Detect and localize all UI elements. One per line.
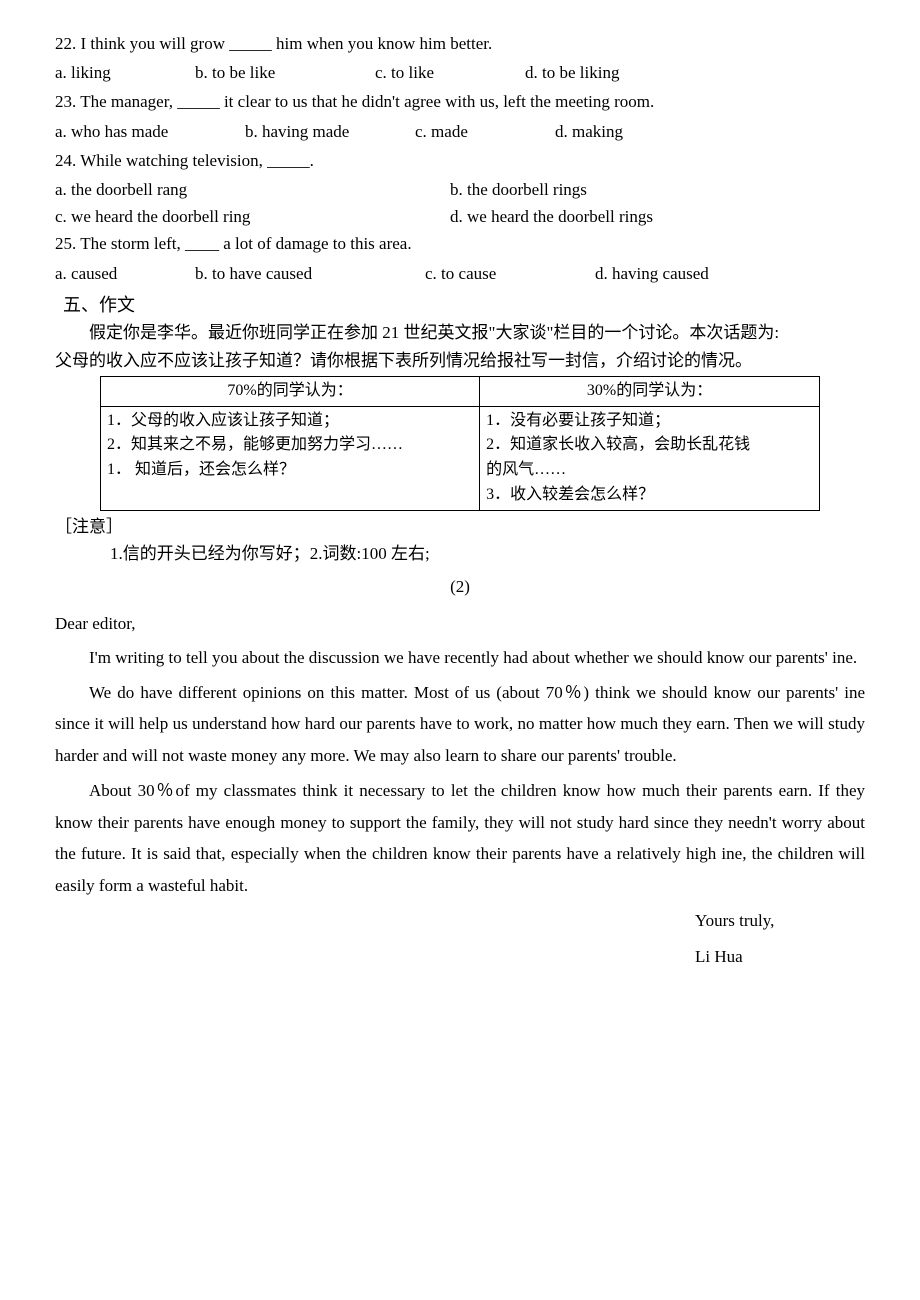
q25-opt-d: d. having caused (595, 260, 709, 287)
q22-stem: 22. I think you will grow _____ him when… (55, 30, 865, 57)
q22-options: a. liking b. to be like c. to like d. to… (55, 59, 865, 86)
q23-options: a. who has made b. having made c. made d… (55, 118, 865, 145)
table-left-row-3: 1． 知道后，还会怎么样？ (107, 458, 473, 483)
q25-opt-a: a. caused (55, 260, 195, 287)
table-right-row-2: 2．知道家长收入较高，会助长乱花钱 (486, 433, 813, 458)
q25-options: a. caused b. to have caused c. to cause … (55, 260, 865, 287)
table-right-row-3: 的风气…… (486, 458, 813, 483)
q24-opt-b: b. the doorbell rings (450, 176, 865, 203)
table-left-row-1: 1．父母的收入应该让孩子知道； (107, 409, 473, 434)
letter-p1: I'm writing to tell you about the discus… (55, 642, 865, 673)
q22-opt-d: d. to be liking (525, 59, 619, 86)
q23-opt-a: a. who has made (55, 118, 245, 145)
q23-opt-c: c. made (415, 118, 555, 145)
q24-stem: 24. While watching television, _____. (55, 147, 865, 174)
section-5-title: 五、作文 (63, 291, 865, 320)
q25-stem: 25. The storm left, ____ a lot of damage… (55, 230, 865, 257)
table-left-row-2: 2．知其来之不易，能够更加努力学习…… (107, 433, 473, 458)
table-right-row-4: 3．收入较差会怎么样？ (486, 483, 813, 508)
q24-options-ab: a. the doorbell rang b. the doorbell rin… (55, 176, 865, 203)
letter-closing: Yours truly, (695, 905, 865, 936)
table-head-right: 30%的同学认为： (480, 376, 820, 406)
q22-opt-b: b. to be like (195, 59, 375, 86)
q23-opt-b: b. having made (245, 118, 415, 145)
q25-opt-b: b. to have caused (195, 260, 425, 287)
letter-body: Dear editor, I'm writing to tell you abo… (55, 610, 865, 972)
q24-opt-a: a. the doorbell rang (55, 176, 450, 203)
table-body-left: 1．父母的收入应该让孩子知道； 2．知其来之不易，能够更加努力学习…… 1． 知… (101, 406, 480, 510)
letter-signature: Li Hua (695, 941, 865, 972)
note-text: 1.信的开头已经为你写好；2.词数:100 左右; (110, 540, 865, 567)
letter-p3: About 30％of my classmates think it neces… (55, 775, 865, 901)
q24-options-cd: c. we heard the doorbell ring d. we hear… (55, 203, 865, 230)
q24-opt-d: d. we heard the doorbell rings (450, 203, 865, 230)
q25-opt-c: c. to cause (425, 260, 595, 287)
table-right-row-1: 1．没有必要让孩子知道； (486, 409, 813, 434)
q23-opt-d: d. making (555, 118, 623, 145)
opinion-table: 70%的同学认为： 30%的同学认为： 1．父母的收入应该让孩子知道； 2．知其… (100, 376, 820, 511)
q22-opt-c: c. to like (375, 59, 525, 86)
q22-opt-a: a. liking (55, 59, 195, 86)
essay-intro-1: 假定你是李华。最近你班同学正在参加 21 世纪英文报"大家谈"栏目的一个讨论。本… (55, 319, 865, 346)
q23-stem: 23. The manager, _____ it clear to us th… (55, 88, 865, 115)
essay-intro-2: 父母的收入应不应该让孩子知道？请你根据下表所列情况给报社写一封信，介绍讨论的情况… (55, 347, 865, 374)
table-head-left: 70%的同学认为： (101, 376, 480, 406)
q24-opt-c: c. we heard the doorbell ring (55, 203, 450, 230)
letter-p2: We do have different opinions on this ma… (55, 677, 865, 771)
note-label: ［注意］ (55, 513, 865, 540)
table-body-right: 1．没有必要让孩子知道； 2．知道家长收入较高，会助长乱花钱 的风气…… 3．收… (480, 406, 820, 510)
page-number: (2) (55, 573, 865, 600)
letter-salutation: Dear editor, (55, 610, 865, 637)
